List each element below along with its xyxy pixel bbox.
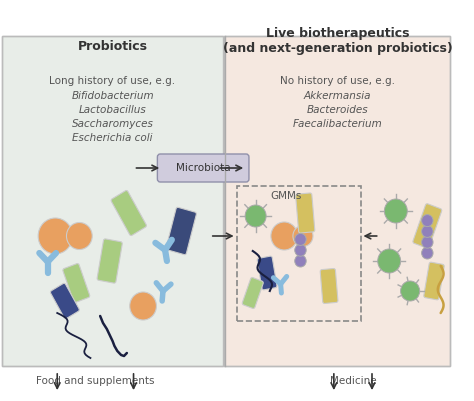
Circle shape bbox=[245, 205, 266, 227]
Circle shape bbox=[295, 233, 306, 245]
Circle shape bbox=[38, 218, 73, 254]
Circle shape bbox=[384, 199, 407, 223]
Text: GMMs: GMMs bbox=[271, 191, 302, 201]
Text: Probiotics: Probiotics bbox=[78, 40, 147, 53]
Text: No history of use, e.g.: No history of use, e.g. bbox=[280, 76, 395, 86]
Circle shape bbox=[295, 244, 306, 256]
Text: Akkermansia: Akkermansia bbox=[304, 91, 372, 101]
Circle shape bbox=[421, 236, 433, 248]
Circle shape bbox=[401, 281, 419, 301]
FancyBboxPatch shape bbox=[224, 36, 450, 366]
Text: Long history of use, e.g.: Long history of use, e.g. bbox=[49, 76, 175, 86]
Text: Food and supplements: Food and supplements bbox=[36, 376, 155, 386]
Circle shape bbox=[293, 225, 313, 247]
FancyBboxPatch shape bbox=[296, 193, 315, 233]
Circle shape bbox=[271, 222, 298, 250]
Circle shape bbox=[66, 223, 92, 249]
FancyBboxPatch shape bbox=[166, 207, 196, 255]
FancyBboxPatch shape bbox=[424, 262, 444, 300]
Circle shape bbox=[421, 215, 433, 227]
Text: Microbiota: Microbiota bbox=[176, 163, 230, 173]
FancyBboxPatch shape bbox=[111, 190, 146, 235]
FancyBboxPatch shape bbox=[157, 154, 249, 182]
Text: Bifidobacterium: Bifidobacterium bbox=[71, 91, 154, 101]
FancyBboxPatch shape bbox=[2, 36, 223, 366]
Text: Lactobacillus: Lactobacillus bbox=[79, 105, 146, 115]
FancyBboxPatch shape bbox=[63, 263, 90, 302]
Text: Live biotherapeutics
(and next-generation probiotics): Live biotherapeutics (and next-generatio… bbox=[223, 27, 453, 55]
Text: Escherichia coli: Escherichia coli bbox=[73, 133, 153, 143]
Circle shape bbox=[295, 255, 306, 267]
Circle shape bbox=[421, 225, 433, 237]
FancyBboxPatch shape bbox=[257, 256, 277, 290]
FancyBboxPatch shape bbox=[413, 204, 442, 248]
Circle shape bbox=[378, 249, 401, 273]
Text: Faecalibacterium: Faecalibacterium bbox=[293, 119, 383, 129]
Circle shape bbox=[130, 292, 156, 320]
FancyBboxPatch shape bbox=[50, 283, 79, 319]
Text: Saccharomyces: Saccharomyces bbox=[72, 119, 154, 129]
FancyBboxPatch shape bbox=[97, 239, 122, 283]
FancyBboxPatch shape bbox=[320, 269, 338, 304]
Text: Bacteroides: Bacteroides bbox=[307, 105, 368, 115]
Text: Medicine: Medicine bbox=[329, 376, 376, 386]
Circle shape bbox=[421, 247, 433, 259]
FancyBboxPatch shape bbox=[242, 277, 263, 308]
